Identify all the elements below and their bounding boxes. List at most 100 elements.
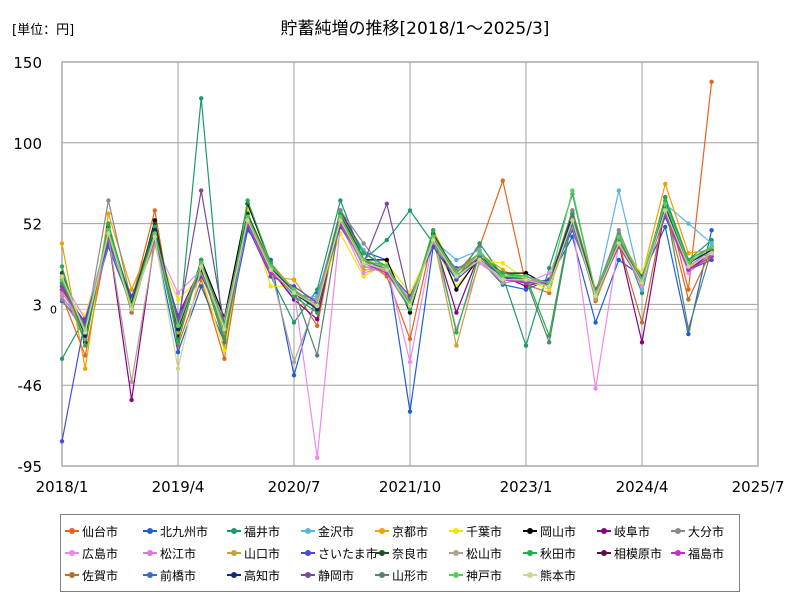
data-point [431, 237, 436, 243]
data-point [686, 331, 691, 337]
legend-label: 福島市 [688, 546, 725, 561]
legend: 仙台市 北九州市 福井市 金沢市 京都市 千葉市 岡山市 岐阜市 大分市 広島市 松江市 山口市 さいた… [60, 514, 740, 592]
legend-swatch [449, 570, 463, 580]
data-point [129, 307, 134, 312]
data-point [338, 208, 343, 213]
data-point [384, 201, 389, 206]
y-tick-label: 52 [23, 216, 42, 234]
data-point [407, 336, 413, 342]
data-point [152, 221, 157, 226]
series-layer [59, 79, 714, 460]
legend-label: 熊本市 [540, 568, 577, 583]
data-point [663, 198, 668, 203]
legend-item: 京都市 [375, 521, 428, 541]
legend-label: 岡山市 [540, 524, 577, 539]
data-point [500, 277, 505, 282]
x-tick-label: 2024/4 [616, 478, 669, 496]
data-point [477, 254, 482, 259]
data-point [338, 218, 343, 223]
data-point [59, 439, 65, 444]
data-point [663, 195, 668, 200]
data-point [175, 290, 181, 296]
data-point [59, 356, 65, 361]
data-point [106, 198, 111, 203]
legend-item: 佐賀市 [65, 565, 118, 585]
data-point [83, 333, 88, 338]
data-point [291, 359, 297, 365]
data-point [709, 241, 714, 246]
legend-item: 高知市 [227, 565, 280, 585]
data-point [570, 208, 575, 213]
legend-item: 熊本市 [523, 565, 576, 585]
data-point [431, 234, 436, 239]
legend-item: 広島市 [65, 543, 118, 563]
data-point [361, 270, 366, 276]
data-point [59, 241, 65, 246]
legend-label: 静岡市 [318, 568, 355, 583]
data-point [384, 264, 389, 269]
chart-title: 貯蓄純増の推移[2018/1～2025/3] [281, 19, 550, 39]
data-point [361, 264, 366, 269]
legend-item: 北九州市 [143, 521, 208, 541]
data-point [639, 280, 645, 286]
data-point [547, 265, 552, 271]
data-point [106, 231, 111, 236]
data-point [268, 267, 273, 272]
data-point [709, 79, 714, 85]
data-point [106, 221, 111, 226]
data-point [686, 270, 691, 276]
data-point [291, 320, 297, 325]
legend-label: 佐賀市 [82, 568, 119, 583]
data-point [663, 201, 668, 206]
data-point [129, 287, 134, 292]
data-point [175, 350, 181, 355]
data-point [315, 353, 320, 358]
data-point [523, 270, 529, 276]
legend-item: さいたま市 [301, 543, 378, 563]
legend-item: 相模原市 [597, 543, 662, 563]
legend-label: 前橋市 [160, 568, 197, 583]
data-point [315, 310, 320, 315]
legend-swatch [597, 526, 611, 536]
data-point [268, 270, 273, 276]
data-point [709, 251, 714, 256]
x-tick-label: 2023/1 [500, 478, 553, 496]
legend-item: 福井市 [227, 521, 280, 541]
series-25 [59, 208, 714, 371]
data-point [570, 218, 575, 223]
data-point [709, 257, 714, 263]
data-point [593, 386, 598, 391]
data-point [407, 208, 413, 213]
data-point [83, 343, 88, 348]
x-tick-label: 2019/4 [152, 478, 205, 496]
data-point [59, 264, 65, 269]
data-point [686, 221, 691, 226]
data-point [686, 264, 691, 269]
legend-swatch [671, 526, 685, 536]
legend-item: 千葉市 [449, 521, 502, 541]
data-point [129, 310, 134, 315]
data-point [454, 277, 459, 282]
data-point [83, 353, 88, 358]
grid-lines [62, 62, 758, 466]
data-point [199, 261, 204, 266]
data-point [407, 409, 413, 414]
data-point [616, 234, 621, 239]
data-point [222, 356, 227, 361]
legend-label: 山形市 [392, 568, 429, 583]
data-point [291, 287, 297, 292]
legend-item: 秋田市 [523, 543, 576, 563]
legend-item: 松江市 [143, 543, 196, 563]
legend-item: 金沢市 [301, 521, 354, 541]
data-point [686, 326, 691, 332]
data-point [663, 224, 668, 230]
legend-label: 岐阜市 [614, 524, 651, 539]
legend-swatch [375, 548, 389, 558]
data-point [222, 326, 227, 332]
legend-label: 仙台市 [82, 524, 119, 539]
data-point [709, 228, 714, 233]
data-point [199, 188, 204, 193]
data-point [199, 96, 204, 101]
legend-label: 神戸市 [466, 568, 503, 583]
